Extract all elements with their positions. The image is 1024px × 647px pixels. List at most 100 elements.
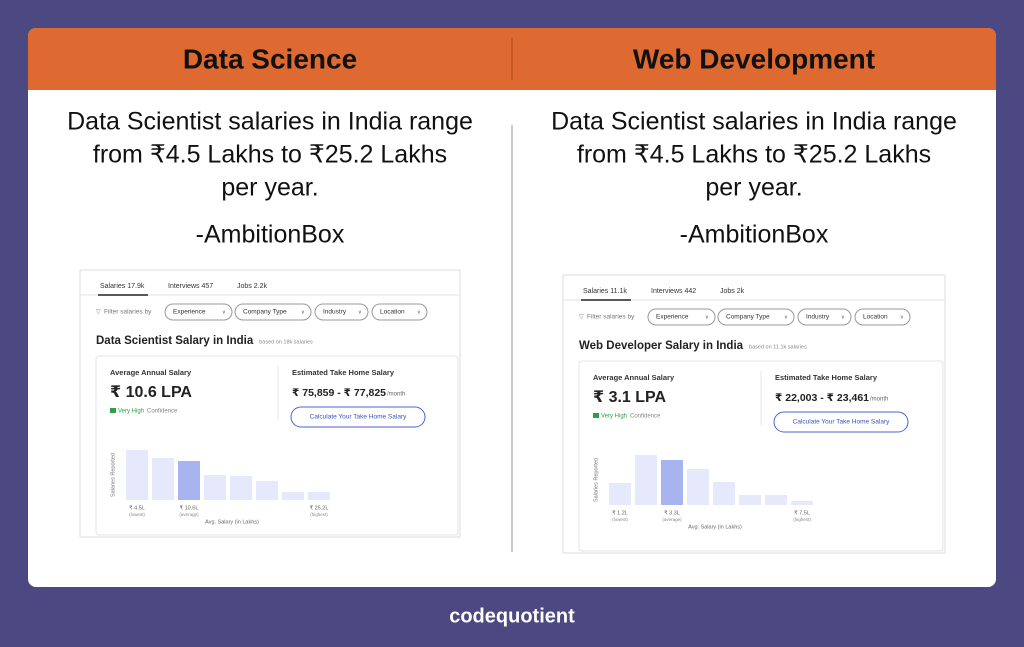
chart-x-label: Avg. Salary (in Lakhs)	[205, 519, 259, 525]
x-tick-label: ₹ 3.3L	[664, 509, 680, 516]
chart-y-label: Salaries Reported	[593, 458, 599, 502]
histogram-bar	[635, 455, 657, 505]
filter-chip	[314, 303, 369, 321]
take-home-value: ₹ 75,859 - ₹ 77,825	[292, 387, 386, 399]
x-tick-label: ₹ 7.5L	[794, 509, 810, 516]
take-home-unit: /month	[870, 397, 888, 403]
filter-chip	[647, 308, 716, 326]
quote-line: Data Scientist salaries in India range	[67, 108, 473, 136]
quote-line: per year.	[221, 174, 318, 202]
filter-chip-label: Company Type	[726, 314, 770, 321]
filter-label: Filter salaries by	[104, 309, 152, 316]
x-tick-note: (lowest)	[612, 517, 628, 522]
filter-chip	[371, 303, 428, 321]
calc-button-label: Calculate Your Take Home Salary	[310, 414, 407, 421]
histogram-bar	[739, 495, 761, 505]
tab: Interviews 442	[651, 288, 696, 295]
salary-subtitle: based on 11.1k salaries	[749, 344, 807, 350]
salary-subtitle: based on 18k salaries	[259, 339, 313, 345]
quote-line: Data Scientist salaries in India range	[551, 108, 957, 136]
x-tick-label: ₹ 25.2L	[310, 504, 329, 511]
histogram-bar	[126, 450, 148, 500]
chip-caret: ∨	[222, 309, 226, 315]
chip-caret: ∨	[358, 309, 362, 315]
tab: Interviews 457	[168, 283, 213, 290]
x-tick-note: (average)	[662, 517, 682, 522]
take-home-value: ₹ 22,003 - ₹ 23,461	[775, 392, 869, 404]
chart-x-label: Avg. Salary (in Lakhs)	[688, 524, 742, 530]
confidence-level: Very High	[118, 409, 144, 415]
x-tick-note: (lowest)	[129, 512, 145, 517]
chip-caret: ∨	[417, 309, 421, 315]
salary-box	[95, 355, 459, 536]
confidence-word: Confidence	[630, 414, 661, 420]
chip-caret: ∨	[784, 314, 788, 320]
footer-brand: codequotient	[449, 605, 575, 627]
filter-chip	[234, 303, 312, 321]
histogram-bar	[152, 458, 174, 500]
histogram-bar	[230, 476, 252, 500]
histogram-bar	[687, 469, 709, 505]
avg-value: ₹ 3.1 LPA	[593, 389, 667, 406]
filter-icon: ▽	[96, 310, 101, 316]
filter-chip-label: Experience	[173, 309, 206, 316]
calc-button[interactable]	[290, 406, 426, 428]
take-home-label: Estimated Take Home Salary	[775, 373, 878, 382]
filter-chip-label: Experience	[656, 314, 689, 321]
x-tick-note: (highest)	[310, 512, 328, 517]
screenshot: Salaries 17.9k Interviews 457 Jobs 2.2k ▽ Fi…	[79, 269, 461, 538]
histogram-bar	[713, 482, 735, 505]
histogram-bar	[791, 501, 813, 505]
tab: Salaries 17.9k	[100, 283, 145, 290]
x-tick-label: ₹ 4.5L	[129, 504, 145, 511]
filter-chip-label: Industry	[323, 309, 347, 316]
histogram-bar	[609, 483, 631, 505]
histogram-bar	[282, 492, 304, 500]
filter-chip-label: Company Type	[243, 309, 287, 316]
quote-line: from ₹4.5 Lakhs to ₹25.2 Lakhs	[577, 141, 931, 169]
confidence-icon	[110, 408, 116, 413]
avg-label: Average Annual Salary	[110, 368, 192, 377]
salary-title: Data Scientist Salary in India	[96, 335, 254, 347]
chart-y-label: Salaries Reported	[110, 453, 116, 497]
panel-heading: Web Development	[633, 43, 875, 74]
chip-caret: ∨	[900, 314, 904, 320]
screenshot: Salaries 11.1k Interviews 442 Jobs 2k ▽ Filt…	[562, 274, 946, 554]
quote-line: per year.	[705, 174, 802, 202]
filter-chip-label: Location	[863, 314, 888, 321]
confidence-icon	[593, 413, 599, 418]
filter-icon: ▽	[579, 315, 584, 321]
quote-source: -AmbitionBox	[680, 221, 829, 249]
quote-source: -AmbitionBox	[196, 221, 345, 249]
calc-button[interactable]	[773, 411, 909, 433]
quote-line: from ₹4.5 Lakhs to ₹25.2 Lakhs	[93, 141, 447, 169]
histogram-bar	[178, 461, 200, 500]
filter-chip	[797, 308, 852, 326]
salary-title: Web Developer Salary in India	[579, 340, 744, 352]
histogram-bar	[308, 492, 330, 500]
x-tick-label: ₹ 10.6L	[180, 504, 199, 511]
filter-chip	[717, 308, 795, 326]
panel-heading: Data Science	[183, 43, 357, 74]
filter-label: Filter salaries by	[587, 314, 635, 321]
take-home-label: Estimated Take Home Salary	[292, 368, 395, 377]
x-tick-note: (average)	[179, 512, 199, 517]
avg-value: ₹ 10.6 LPA	[110, 384, 192, 401]
confidence-level: Very High	[601, 414, 627, 420]
take-home-unit: /month	[387, 392, 405, 398]
chip-caret: ∨	[705, 314, 709, 320]
x-tick-note: (highest)	[793, 517, 811, 522]
histogram-bar	[661, 460, 683, 505]
chip-caret: ∨	[301, 309, 305, 315]
tab: Jobs 2k	[720, 288, 745, 295]
histogram-bar	[765, 495, 787, 505]
histogram-bar	[256, 481, 278, 500]
filter-chip-label: Industry	[806, 314, 830, 321]
filter-chip-label: Location	[380, 309, 405, 316]
x-tick-label: ₹ 1.2L	[612, 509, 628, 516]
tab: Jobs 2.2k	[237, 283, 267, 290]
filter-chip	[164, 303, 233, 321]
confidence-word: Confidence	[147, 409, 178, 415]
tab: Salaries 11.1k	[583, 288, 627, 295]
